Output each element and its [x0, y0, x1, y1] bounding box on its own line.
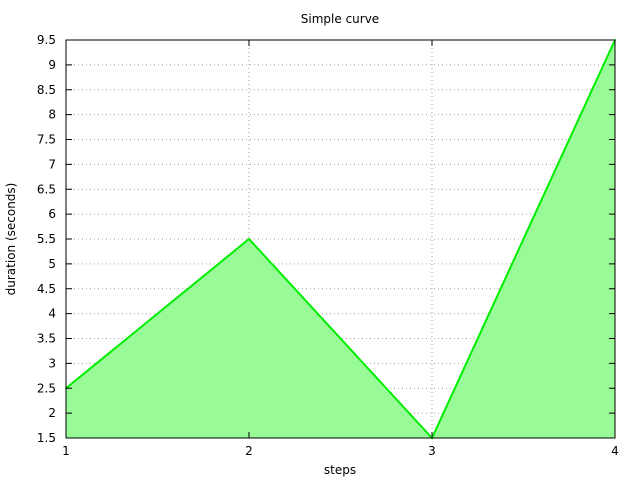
y-tick-label: 9	[48, 58, 56, 72]
x-tick-label: 3	[428, 444, 436, 458]
y-tick-label: 6	[48, 207, 56, 221]
y-tick-label: 2.5	[37, 381, 56, 395]
data-point	[248, 238, 250, 240]
x-tick-label: 2	[245, 444, 253, 458]
y-tick-label: 7.5	[37, 133, 56, 147]
plot-frame	[65, 39, 616, 439]
y-tick-label: 5	[48, 257, 56, 271]
y-tick-label: 3.5	[37, 332, 56, 346]
y-tick-label: 3	[48, 356, 56, 370]
x-tick-labels: 1 2 3 4	[62, 444, 619, 458]
y-tick-label: 8.5	[37, 83, 56, 97]
y-tick-label: 4.5	[37, 282, 56, 296]
y-tick-labels: 1.5 2 2.5 3 3.5 4 4.5 5 5.5 6 6.5 7 7.5 8 8.5 9 9.5	[37, 33, 56, 445]
y-tick-label: 2	[48, 406, 56, 420]
y-tick-label: 6.5	[37, 182, 56, 196]
y-tick-label: 4	[48, 307, 56, 321]
series-line	[65, 39, 616, 440]
x-axis-label: steps	[324, 463, 356, 477]
x-tick-label: 1	[62, 444, 70, 458]
y-axis-label: duration (seconds)	[4, 183, 18, 296]
x-tick-label: 4	[611, 444, 619, 458]
y-tick-label: 9.5	[37, 33, 56, 47]
y-tick-label: 1.5	[37, 431, 56, 445]
chart-title: Simple curve	[301, 12, 379, 26]
y-tick-label: 7	[48, 157, 56, 171]
y-tick-label: 8	[48, 108, 56, 122]
y-tick-label: 5.5	[37, 232, 56, 246]
